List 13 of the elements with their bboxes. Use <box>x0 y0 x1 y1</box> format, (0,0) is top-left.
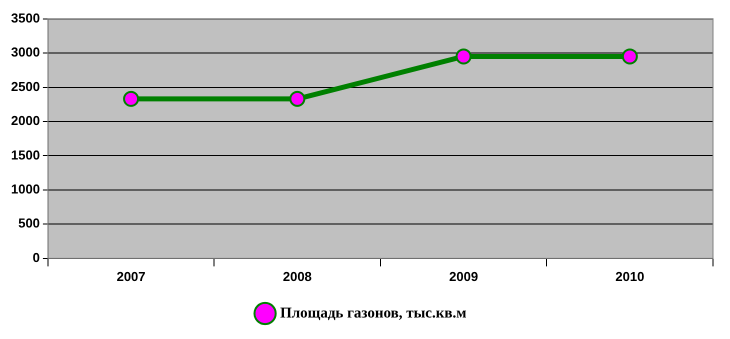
y-tick-label: 1000 <box>11 182 40 197</box>
x-tick-label: 2009 <box>449 268 478 284</box>
x-tick-label: 2010 <box>615 268 644 284</box>
x-tick-label: 2008 <box>282 268 312 284</box>
y-tick-label: 1500 <box>11 147 40 162</box>
y-tick-label: 3500 <box>11 10 40 26</box>
y-tick-label: 3000 <box>11 44 40 60</box>
y-tick-label: 2000 <box>11 113 40 128</box>
x-tick-label: 2007 <box>116 268 146 284</box>
legend-label: Площадь газонов, тыс.кв.м <box>280 305 466 322</box>
y-tick-label: 500 <box>18 216 40 231</box>
y-tick-label: 0 <box>32 250 40 265</box>
y-tick-label: 2500 <box>11 78 40 94</box>
